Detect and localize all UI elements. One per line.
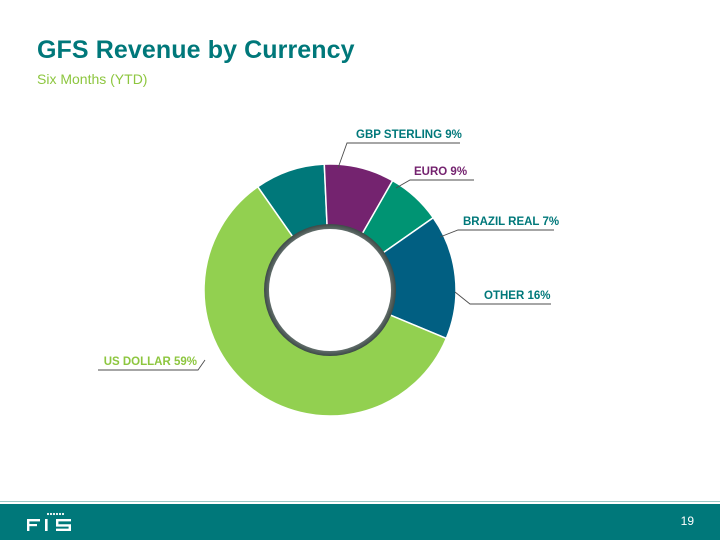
page-number: 19 <box>680 514 694 528</box>
leader-line <box>454 291 551 305</box>
slice-label: OTHER 16% <box>484 290 550 302</box>
slice-label: GBP STERLING 9% <box>356 129 462 141</box>
leader-line <box>98 359 206 371</box>
donut-hole <box>269 229 391 351</box>
leader-line <box>337 142 460 169</box>
slice-label: US DOLLAR 59% <box>104 356 197 368</box>
donut-chart: GBP STERLING 9% EURO 9% BRAZIL REAL 7% OTHE… <box>98 129 559 417</box>
slide-title: GFS Revenue by Currency <box>37 36 355 64</box>
footer-divider <box>0 501 720 502</box>
leader-line <box>439 229 554 238</box>
slice-label: EURO 9% <box>414 166 467 178</box>
leader-line <box>395 179 474 189</box>
slide-subtitle: Six Months (YTD) <box>37 71 148 87</box>
footer-bar <box>0 504 720 540</box>
fis-logo-icon <box>27 512 71 531</box>
slice-label: BRAZIL REAL 7% <box>463 216 559 228</box>
